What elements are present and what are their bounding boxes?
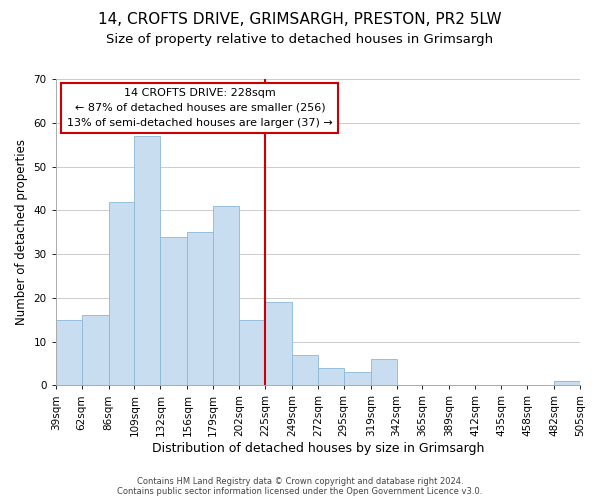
Bar (554, 381, 580, 386)
Text: Size of property relative to detached houses in Grimsargh: Size of property relative to detached ho… (106, 32, 494, 46)
Bar (134, 136, 160, 386)
Bar (318, 368, 344, 386)
Bar (371, 359, 397, 386)
X-axis label: Distribution of detached houses by size in Grimsargh: Distribution of detached houses by size … (152, 442, 484, 455)
Bar (292, 354, 318, 386)
Bar (265, 302, 292, 386)
Bar (554, 381, 580, 386)
Bar (56, 320, 82, 386)
Bar (82, 316, 109, 386)
Text: 14 CROFTS DRIVE: 228sqm
← 87% of detached houses are smaller (256)
13% of semi-d: 14 CROFTS DRIVE: 228sqm ← 87% of detache… (67, 88, 333, 128)
Bar (187, 232, 213, 386)
Text: Contains HM Land Registry data © Crown copyright and database right 2024.: Contains HM Land Registry data © Crown c… (137, 476, 463, 486)
Text: Contains public sector information licensed under the Open Government Licence v3: Contains public sector information licen… (118, 486, 482, 496)
Bar (109, 202, 134, 386)
Bar (344, 372, 371, 386)
Bar (160, 236, 187, 386)
Bar (213, 206, 239, 386)
Bar (239, 320, 265, 386)
Y-axis label: Number of detached properties: Number of detached properties (15, 139, 28, 325)
Text: 14, CROFTS DRIVE, GRIMSARGH, PRESTON, PR2 5LW: 14, CROFTS DRIVE, GRIMSARGH, PRESTON, PR… (98, 12, 502, 28)
